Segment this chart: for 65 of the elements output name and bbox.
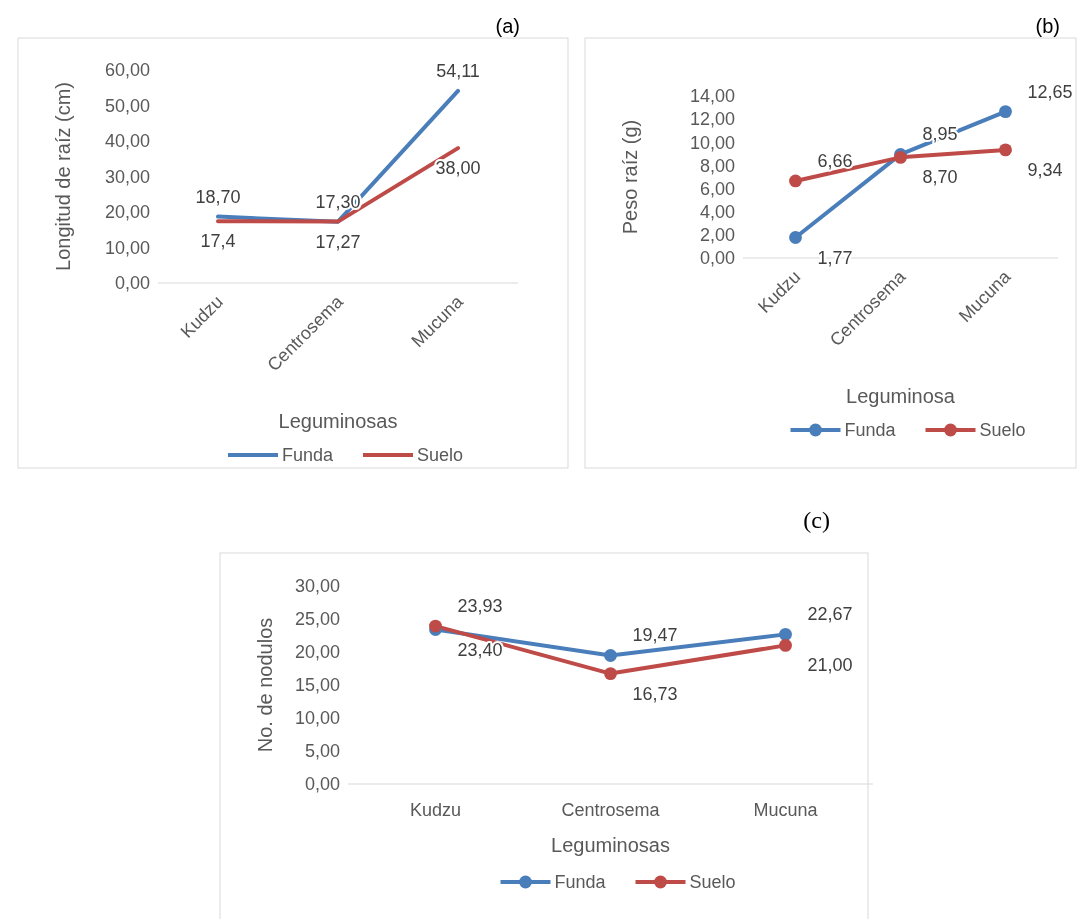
y-tick-label: 25,00 bbox=[294, 609, 340, 630]
data-label: 23,93 bbox=[457, 596, 503, 617]
y-tick-label: 0,00 bbox=[699, 248, 735, 269]
data-label: 1,77 bbox=[817, 247, 853, 268]
legend-label: Suelo bbox=[689, 872, 736, 893]
data-label: 19,47 bbox=[632, 625, 678, 646]
y-tick-label: 0,00 bbox=[304, 774, 340, 795]
y-axis-title: No. de nodulos bbox=[254, 617, 276, 753]
y-tick-label: 6,00 bbox=[699, 178, 735, 199]
y-tick-label: 4,00 bbox=[699, 202, 735, 223]
y-tick-label: 14,00 bbox=[689, 86, 735, 107]
point bbox=[789, 174, 802, 188]
y-tick-label: 12,00 bbox=[689, 109, 735, 130]
data-label: 54,11 bbox=[436, 60, 480, 81]
chart-title: (c) bbox=[803, 507, 830, 533]
x-axis-title: Leguminosas bbox=[278, 410, 398, 432]
y-axis-title: Peso raíz (g) bbox=[619, 119, 641, 235]
data-label: 21,00 bbox=[807, 655, 853, 676]
y-tick-label: 5,00 bbox=[304, 741, 340, 762]
point bbox=[999, 105, 1012, 119]
y-axis-title: Longitud de raíz (cm) bbox=[52, 82, 74, 271]
x-axis-title: Leguminosas bbox=[551, 834, 670, 856]
y-tick-label: 40,00 bbox=[104, 131, 150, 152]
data-label: 17,4 bbox=[200, 231, 236, 252]
y-tick-label: 10,00 bbox=[294, 708, 340, 729]
data-label: 22,67 bbox=[807, 604, 853, 625]
y-tick-label: 20,00 bbox=[294, 642, 340, 663]
x-axis-title: Leguminosa bbox=[846, 385, 956, 407]
y-tick-label: 2,00 bbox=[699, 225, 735, 246]
y-tick-label: 0,00 bbox=[114, 273, 150, 294]
x-tick-label: Kudzu bbox=[409, 800, 462, 820]
x-tick-label: Centrosema bbox=[561, 800, 661, 820]
legend-label: Funda bbox=[554, 872, 607, 893]
y-tick-label: 10,00 bbox=[689, 132, 735, 153]
y-tick-label: 30,00 bbox=[104, 166, 150, 187]
data-label: 16,73 bbox=[632, 683, 678, 704]
legend-label: Suelo bbox=[417, 445, 464, 466]
y-tick-label: 15,00 bbox=[294, 675, 340, 696]
point bbox=[779, 638, 792, 652]
data-label: 23,40 bbox=[457, 639, 503, 660]
legend-label: Funda bbox=[844, 420, 897, 441]
point bbox=[604, 649, 617, 662]
chart-title: (a) bbox=[495, 15, 520, 37]
data-label: 6,66 bbox=[817, 150, 853, 171]
legend-label: Suelo bbox=[979, 420, 1026, 441]
y-tick-label: 8,00 bbox=[699, 155, 735, 176]
data-label: 8,70 bbox=[922, 167, 958, 188]
y-tick-label: 10,00 bbox=[104, 237, 150, 258]
chart-title: (b) bbox=[1035, 15, 1060, 37]
y-tick-label: 20,00 bbox=[104, 202, 150, 223]
point bbox=[779, 627, 792, 641]
legend-label: Funda bbox=[282, 445, 335, 466]
data-label: 12,65 bbox=[1027, 81, 1073, 102]
data-label: 38,00 bbox=[435, 158, 481, 179]
point bbox=[429, 619, 442, 633]
x-tick-label: Mucuna bbox=[753, 800, 819, 820]
data-label: 9,34 bbox=[1027, 159, 1063, 180]
data-label: 18,70 bbox=[195, 186, 241, 207]
y-tick-label: 50,00 bbox=[104, 95, 150, 116]
point bbox=[789, 231, 802, 244]
y-tick-label: 30,00 bbox=[294, 576, 340, 597]
point bbox=[999, 143, 1012, 157]
point bbox=[604, 667, 617, 680]
data-label: 17,27 bbox=[315, 231, 361, 252]
y-tick-label: 60,00 bbox=[104, 60, 150, 81]
